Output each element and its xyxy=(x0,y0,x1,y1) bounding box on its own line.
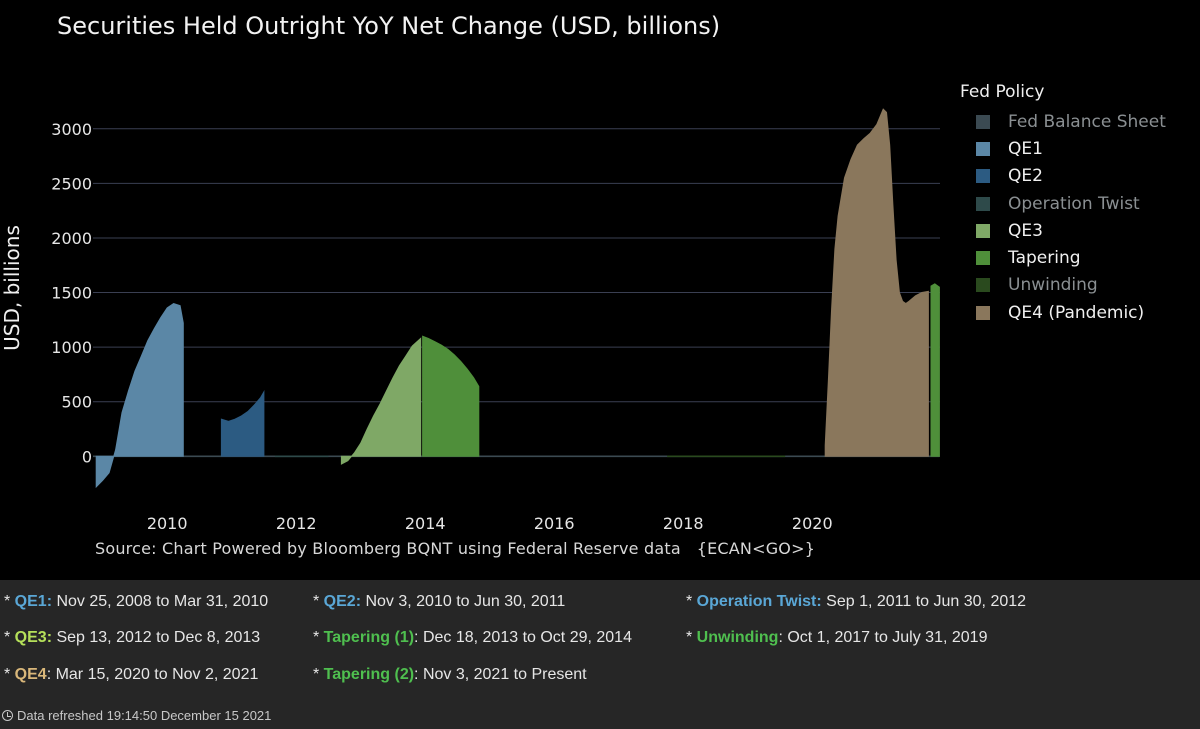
y-tick-label: 2000 xyxy=(51,229,92,248)
chart-source: Source: Chart Powered by Bloomberg BQNT … xyxy=(95,539,816,558)
legend-swatch xyxy=(976,305,990,320)
x-tick-label: 2012 xyxy=(276,514,317,533)
y-tick-label: 2500 xyxy=(51,174,92,193)
legend-item[interactable]: Fed Balance Sheet xyxy=(976,108,1166,135)
legend-item[interactable]: QE3 xyxy=(976,217,1166,244)
legend-swatch xyxy=(976,223,990,238)
x-tick-label: 2010 xyxy=(147,514,188,533)
legend-label: Tapering xyxy=(1008,248,1081,269)
series-7-area xyxy=(824,108,929,457)
y-tick-label: 1500 xyxy=(51,284,92,303)
y-tick-label: 0 xyxy=(82,447,92,466)
legend-label: QE1 xyxy=(1008,138,1043,159)
refresh-text: Data refreshed 19:14:50 December 15 2021 xyxy=(17,708,272,723)
legend-swatch xyxy=(976,114,990,129)
legend-item[interactable]: QE2 xyxy=(976,163,1166,190)
y-tick-label: 500 xyxy=(61,393,92,412)
legend-swatch xyxy=(976,251,990,266)
legend-item[interactable]: Operation Twist xyxy=(976,190,1166,217)
y-axis-label: USD, billions xyxy=(0,225,24,351)
legend-label: Fed Balance Sheet xyxy=(1008,111,1166,132)
legend-items: Fed Balance Sheet QE1 QE2 Operation Twist QE… xyxy=(960,108,1166,326)
legend-item[interactable]: Unwinding xyxy=(976,272,1166,299)
series-2-area xyxy=(220,390,265,457)
legend-label: QE2 xyxy=(1008,166,1043,187)
y-tick-label: 1000 xyxy=(51,338,92,357)
note-qe3: * QE3: Sep 13, 2012 to Dec 8, 2013 xyxy=(4,629,261,646)
note-qe4: * QE4: Mar 15, 2020 to Nov 2, 2021 xyxy=(4,666,259,683)
series-4-area xyxy=(340,337,422,465)
note-tapering-1: * Tapering (1): Dec 18, 2013 to Oct 29, … xyxy=(313,629,632,646)
note-tapering-2: * Tapering (2): Nov 3, 2021 to Present xyxy=(313,666,587,683)
legend-item[interactable]: QE4 (Pandemic) xyxy=(976,299,1166,326)
legend-title: Fed Policy xyxy=(960,82,1045,102)
legend-item[interactable]: Tapering xyxy=(976,244,1166,271)
legend-item[interactable]: QE1 xyxy=(976,135,1166,162)
chart-area: 0 500 1000 1500 2000 2500 3000 2010 2012 2014 2016… xyxy=(0,12,1166,558)
note-operation-twist: * Operation Twist: Sep 1, 2011 to Jun 30… xyxy=(686,593,1027,610)
note-unwinding: * Unwinding: Oct 1, 2017 to July 31, 201… xyxy=(686,629,988,646)
series-1-area xyxy=(95,302,184,489)
legend-swatch xyxy=(976,169,990,184)
legend-swatch xyxy=(976,196,990,211)
legend-label: QE3 xyxy=(1008,220,1043,241)
note-qe2: * QE2: Nov 3, 2010 to Jun 30, 2011 xyxy=(313,593,566,610)
legend-label: Operation Twist xyxy=(1008,193,1140,214)
legend: Fed Policy Fed Balance Sheet QE1 QE2 Operat… xyxy=(960,82,1166,326)
chart-plot: 0 500 1000 1500 2000 2500 3000 2010 2012 2014 2016… xyxy=(0,108,940,533)
legend-label: Unwinding xyxy=(1008,275,1098,296)
clock-icon xyxy=(2,710,13,721)
legend-swatch xyxy=(976,141,990,156)
x-tick-label: 2020 xyxy=(792,514,833,533)
x-tick-label: 2018 xyxy=(663,514,704,533)
series-5-area xyxy=(422,335,480,457)
chart-title: Securities Held Outright YoY Net Change … xyxy=(57,12,721,40)
legend-label: QE4 (Pandemic) xyxy=(1008,302,1145,323)
refresh-status: Data refreshed 19:14:50 December 15 2021 xyxy=(2,708,271,723)
x-tick-label: 2016 xyxy=(534,514,575,533)
y-tick-label: 3000 xyxy=(51,120,92,139)
legend-swatch xyxy=(976,278,990,293)
notes-panel: * QE1: Nov 25, 2008 to Mar 31, 2010 * QE… xyxy=(0,580,1200,729)
series-8-area xyxy=(930,283,940,457)
note-qe1: * QE1: Nov 25, 2008 to Mar 31, 2010 xyxy=(4,593,269,610)
x-tick-label: 2014 xyxy=(405,514,446,533)
